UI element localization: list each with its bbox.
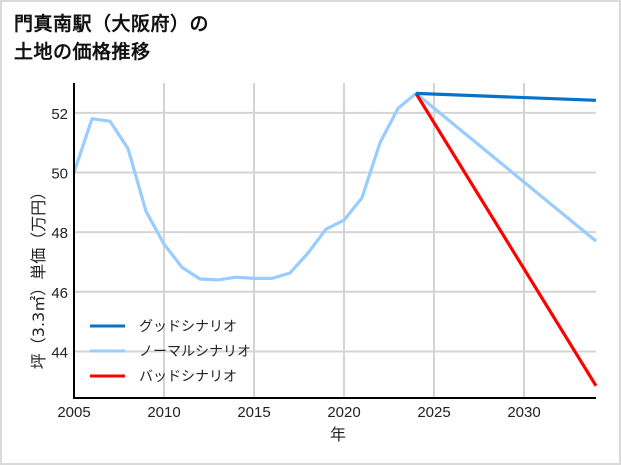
y-tick-label: 50 <box>51 165 68 182</box>
y-tick-label: 44 <box>51 344 68 361</box>
series-lines <box>72 91 598 387</box>
gridlines <box>74 83 596 398</box>
series-line-1 <box>72 91 598 282</box>
x-axis-label: 年 <box>330 425 346 444</box>
legend-label: バッドシナリオ <box>139 369 237 385</box>
y-tick-label: 48 <box>51 225 68 242</box>
legend-label: ノーマルシナリオ <box>139 344 251 360</box>
legend-label: グッドシナリオ <box>139 319 237 335</box>
x-tick-label: 2010 <box>147 404 180 421</box>
chart-title-line1: 門真南駅（大阪府）の <box>14 13 210 35</box>
y-tick-label: 52 <box>51 106 68 123</box>
x-tick-label: 2005 <box>57 404 90 421</box>
chart-title: 門真南駅（大阪府）の 土地の価格推移 <box>14 10 209 66</box>
x-tick-label: 2020 <box>327 404 360 421</box>
series-line-0 <box>415 91 597 102</box>
x-tick-label: 2030 <box>507 404 540 421</box>
series-line-2 <box>414 92 598 387</box>
x-tick-label: 2015 <box>237 404 270 421</box>
chart-title-line2: 土地の価格推移 <box>14 41 151 63</box>
axes <box>73 83 596 399</box>
x-tick-label: 2025 <box>417 404 450 421</box>
y-axis-label: 坪（3.3㎡）単価（万円） <box>29 184 48 369</box>
y-tick-label: 46 <box>51 285 68 302</box>
tick-labels: 2005 2010 2015 2020 2025 2030 44 46 48 50 52 <box>51 106 540 421</box>
